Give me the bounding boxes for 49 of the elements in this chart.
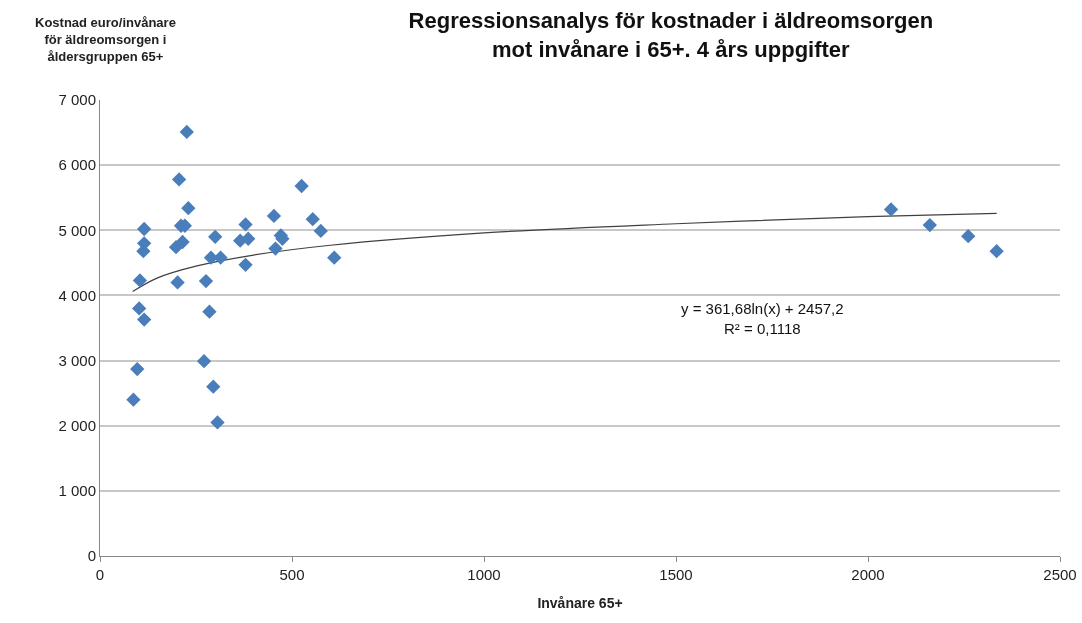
point <box>175 234 190 250</box>
point <box>327 250 342 265</box>
point <box>206 379 221 394</box>
point <box>294 178 309 194</box>
x-tick-label: 2000 <box>851 566 885 583</box>
x-tick-label: 1000 <box>467 566 501 583</box>
y-tick-label: 2 000 <box>58 416 96 434</box>
point <box>126 392 141 407</box>
y-axis-title: Kostnad euro/invånare för äldreomsorgen i åldersgruppen 65+ <box>35 15 176 64</box>
y-tick-label: 7 000 <box>58 91 96 109</box>
point <box>132 301 147 316</box>
point <box>210 415 225 430</box>
line-series <box>132 212 998 293</box>
point <box>268 241 283 256</box>
x-tick-label: 1500 <box>659 566 693 583</box>
y-tick-label: 0 <box>87 547 96 565</box>
point <box>171 172 187 187</box>
point <box>130 361 145 377</box>
point <box>883 202 899 217</box>
point <box>208 229 223 244</box>
point <box>132 273 148 288</box>
y-tick-label: 1 000 <box>58 482 96 500</box>
annotation: y = 361,68ln(x) + 2457,2 R² = 0,1118 <box>681 300 844 337</box>
point <box>179 124 194 140</box>
point <box>305 212 320 227</box>
point <box>198 273 214 289</box>
x-tick-label: 2500 <box>1043 566 1077 583</box>
point <box>202 304 217 319</box>
point <box>241 231 256 246</box>
point <box>137 221 152 237</box>
point <box>313 223 328 239</box>
y-tick-label: 4 000 <box>58 286 96 304</box>
x-axis-title: Invånare 65+ <box>537 595 623 611</box>
y-tick-label: 3 000 <box>58 351 96 369</box>
chart-title: Regressionsanalys för kostnader i äldreomsorgen mot invånare i 65+. 4 års uppgifter <box>408 8 934 62</box>
point <box>181 200 196 216</box>
point <box>961 229 976 244</box>
point <box>238 217 253 232</box>
point <box>922 217 937 233</box>
point <box>170 275 185 290</box>
point <box>266 208 282 224</box>
point <box>137 312 152 327</box>
point <box>238 257 253 272</box>
x-tick-label: 500 <box>279 566 305 583</box>
point <box>213 250 228 265</box>
y-tick-label: 5 000 <box>58 221 96 239</box>
point <box>196 354 212 369</box>
y-tick-label: 6 000 <box>58 156 96 174</box>
point <box>989 243 1004 259</box>
